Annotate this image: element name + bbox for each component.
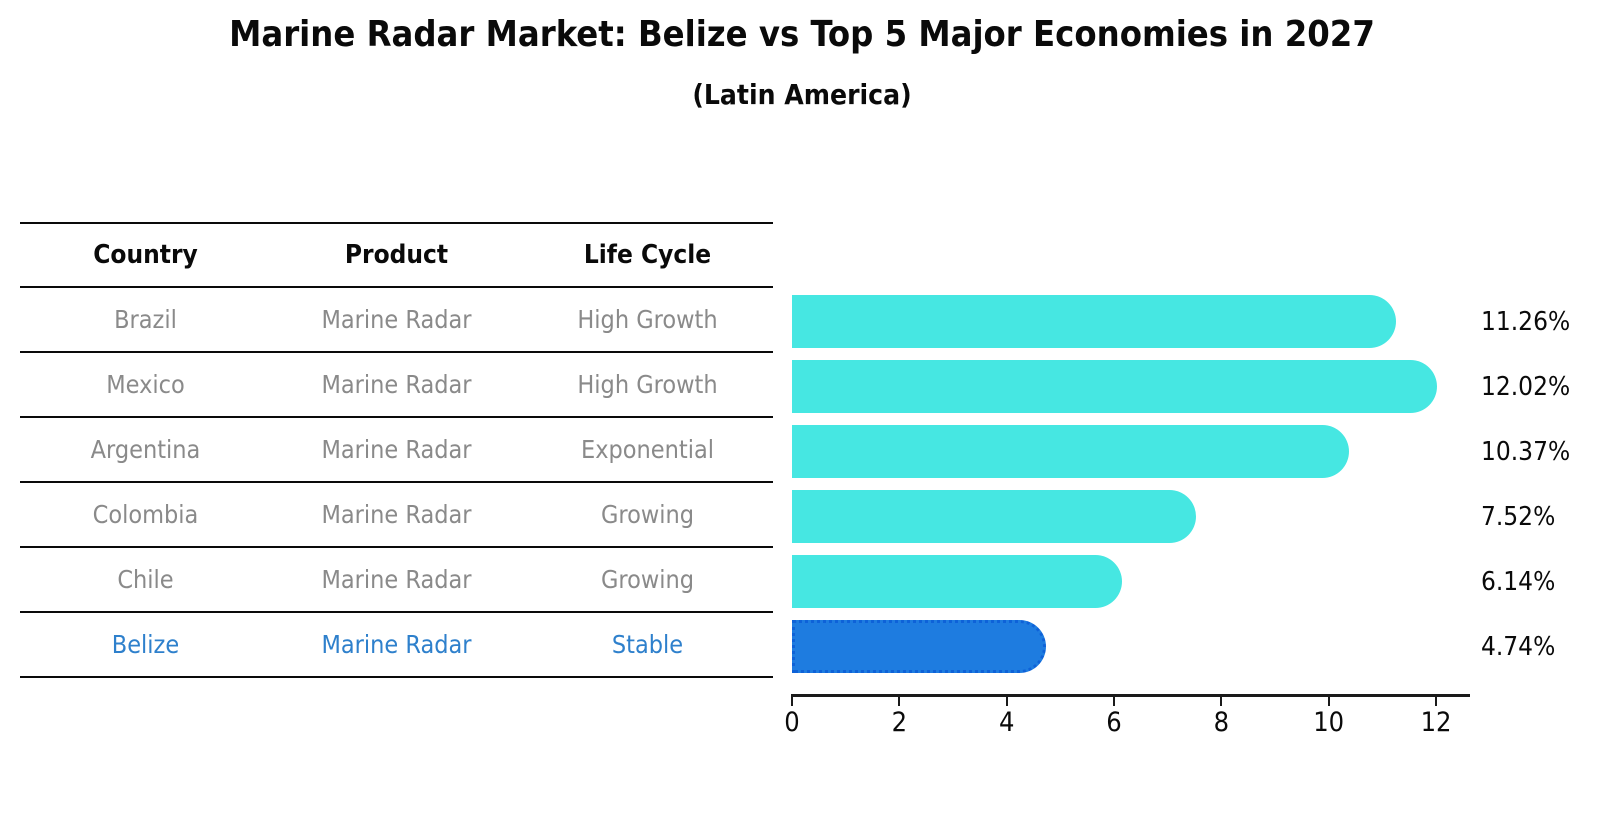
table-row: Colombia Marine Radar Growing [20, 483, 773, 548]
bar-value-label: 6.14% [1481, 567, 1556, 597]
table-cell-life-cycle: Growing [600, 565, 695, 594]
table-header-life-cycle: Life Cycle [583, 240, 712, 270]
table-cell-life-cycle: High Growth [577, 370, 718, 399]
x-tick-mark [1327, 697, 1330, 706]
chart-bar-argentina [792, 425, 1349, 478]
x-tick-label: 8 [1213, 707, 1230, 738]
x-tick-mark [1220, 697, 1223, 706]
x-tick-label: 0 [784, 707, 800, 738]
x-tick-label: 2 [891, 707, 908, 738]
table-cell-life-cycle: Exponential [580, 435, 714, 464]
table-row: Chile Marine Radar Growing [20, 548, 773, 613]
table-header-product: Product [344, 240, 449, 270]
table-cell-product: Marine Radar [321, 435, 472, 464]
chart-bar-mexico [792, 360, 1438, 413]
table-header-row: Country Product Life Cycle [20, 222, 773, 288]
chart-bar-colombia [792, 490, 1196, 543]
bar-row [792, 549, 1492, 614]
table-header-country: Country [93, 240, 198, 270]
chart-bar-chile [792, 555, 1122, 608]
bar-row [792, 354, 1492, 419]
table-cell-country: Belize [111, 630, 180, 659]
x-axis-line [791, 694, 1470, 697]
bar-row [792, 614, 1492, 679]
x-tick-label: 4 [998, 707, 1015, 738]
x-tick-mark [1005, 697, 1008, 706]
data-table: Country Product Life Cycle Brazil Marine… [20, 222, 773, 678]
x-tick-mark [898, 697, 901, 706]
chart-subtitle: (Latin America) [692, 78, 912, 111]
bar-value-label: 7.52% [1481, 502, 1556, 532]
table-cell-life-cycle: Stable [611, 630, 684, 659]
table-body: Brazil Marine Radar High Growth Mexico M… [20, 288, 773, 678]
bar-row [792, 484, 1492, 549]
x-tick-label: 10 [1313, 707, 1345, 738]
chart-title: Marine Radar Market: Belize vs Top 5 Maj… [229, 14, 1375, 55]
bar-value-label: 11.26% [1481, 307, 1571, 337]
table-cell-life-cycle: High Growth [577, 305, 718, 334]
table-cell-product: Marine Radar [321, 565, 472, 594]
table-cell-country: Argentina [90, 435, 201, 464]
chart-bar-brazil [792, 295, 1397, 348]
table-cell-country: Colombia [92, 500, 199, 529]
table-cell-product: Marine Radar [321, 630, 472, 659]
x-tick-label: 6 [1106, 707, 1122, 738]
bar-value-label: 4.74% [1481, 632, 1556, 662]
table-row: Belize Marine Radar Stable [20, 613, 773, 678]
table-cell-life-cycle: Growing [600, 500, 695, 529]
x-tick-mark [1435, 697, 1438, 706]
table-row: Mexico Marine Radar High Growth [20, 353, 773, 418]
bar-chart [792, 289, 1492, 679]
x-tick-mark [791, 697, 793, 706]
table-cell-product: Marine Radar [321, 305, 472, 334]
bar-row [792, 289, 1492, 354]
table-cell-country: Brazil [114, 305, 177, 334]
table-cell-product: Marine Radar [321, 370, 472, 399]
x-tick-label: 12 [1420, 707, 1452, 738]
table-cell-product: Marine Radar [321, 500, 472, 529]
chart-bar-belize [792, 620, 1047, 673]
table-cell-country: Chile [117, 565, 174, 594]
bar-value-label: 10.37% [1481, 437, 1571, 467]
table-cell-country: Mexico [106, 370, 185, 399]
bar-row [792, 419, 1492, 484]
table-row: Brazil Marine Radar High Growth [20, 288, 773, 353]
bar-value-label: 12.02% [1481, 372, 1571, 402]
x-tick-mark [1113, 697, 1116, 706]
table-row: Argentina Marine Radar Exponential [20, 418, 773, 483]
